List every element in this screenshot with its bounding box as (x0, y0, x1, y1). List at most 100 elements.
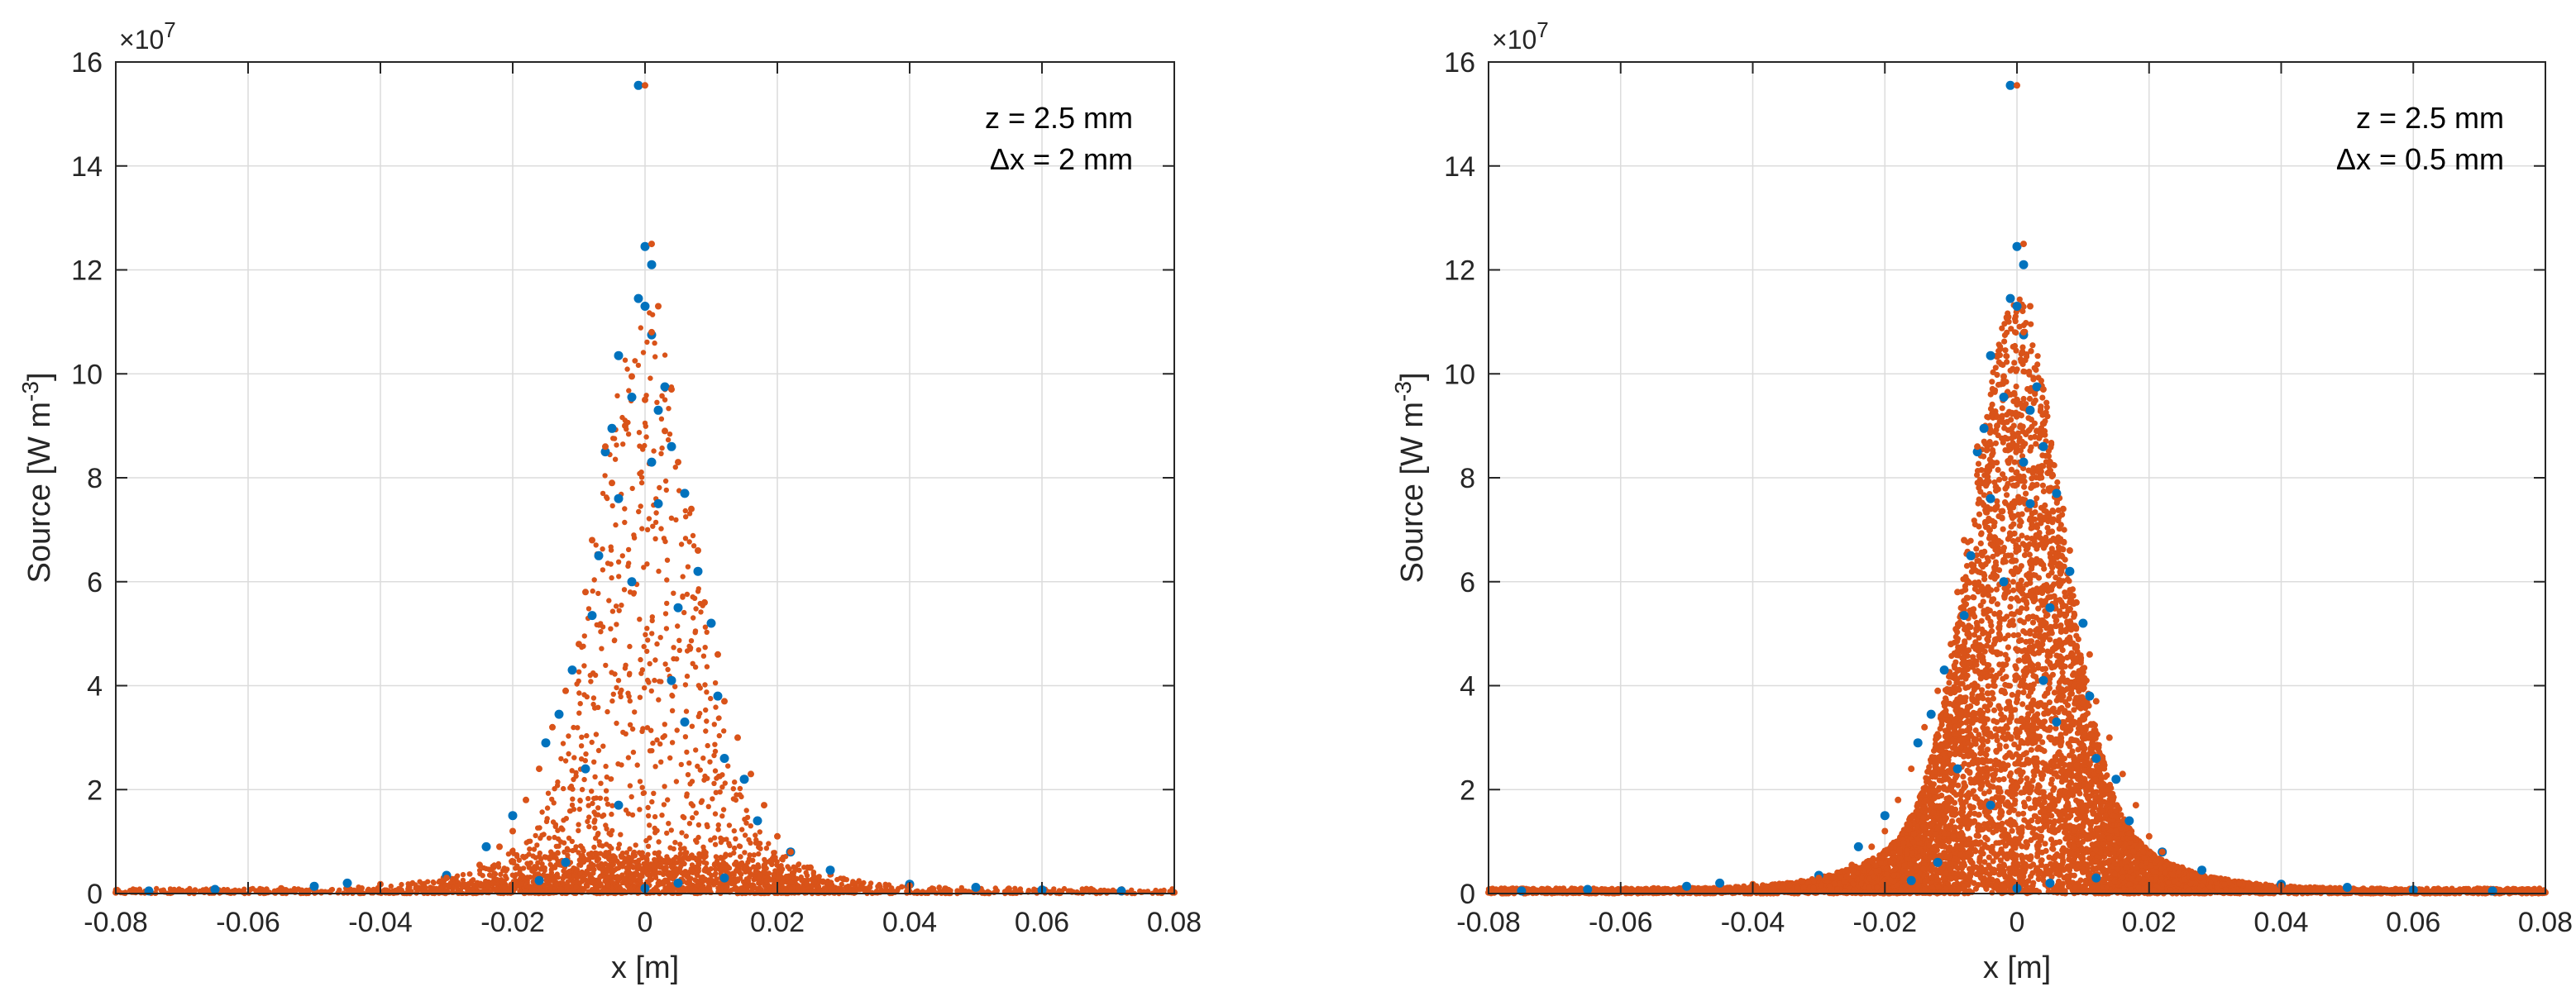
data-point (525, 883, 532, 889)
data-point (414, 885, 421, 891)
data-point (637, 694, 643, 700)
data-point (470, 882, 476, 888)
data-point (533, 832, 538, 839)
data-point (629, 485, 635, 492)
data-point (534, 875, 544, 885)
data-point (423, 884, 428, 891)
data-point (496, 843, 503, 851)
data-point (650, 523, 656, 529)
data-point (571, 755, 577, 760)
data-point (692, 664, 699, 670)
data-point (581, 633, 587, 639)
data-point (653, 857, 659, 864)
chart-panel-1: -0.08 -0.06 -0.04 -0.02 0 0.02 0.04 0.06 0.08024… (17, 17, 1202, 985)
data-point (761, 869, 767, 875)
data-point (686, 511, 693, 517)
data-point (388, 883, 394, 889)
data-point (667, 441, 676, 451)
data-point (446, 884, 452, 890)
data-point (651, 790, 657, 796)
data-point (520, 874, 526, 879)
data-point (732, 779, 738, 785)
data-point (713, 866, 719, 872)
data-point (590, 670, 596, 676)
data-point (136, 887, 143, 894)
data-point (1970, 804, 1976, 811)
data-point (648, 688, 654, 694)
data-point (1153, 887, 1159, 894)
data-point (589, 536, 595, 544)
data-point (581, 848, 586, 854)
data-point (708, 837, 714, 843)
data-point (616, 574, 622, 579)
data-point (573, 884, 580, 890)
data-point (531, 846, 538, 852)
y-multiplier: ×107 (119, 17, 176, 55)
data-point (462, 881, 468, 888)
data-point (625, 563, 631, 570)
data-point (609, 803, 615, 808)
data-point (509, 848, 515, 854)
data-point (566, 751, 571, 757)
data-point (534, 842, 540, 848)
data-point (705, 870, 712, 876)
data-point (762, 861, 768, 868)
data-point (637, 874, 643, 880)
data-point (682, 508, 688, 514)
data-point (656, 568, 662, 574)
data-point (766, 841, 772, 846)
data-point (715, 827, 721, 832)
data-point (637, 617, 643, 622)
data-point (677, 851, 683, 857)
data-point (712, 680, 719, 686)
data-point (630, 749, 637, 756)
data-point (705, 803, 711, 809)
data-point (715, 715, 722, 722)
data-point (494, 885, 500, 892)
data-point (589, 789, 595, 794)
data-point (660, 871, 667, 878)
data-point (560, 741, 566, 746)
data-point (673, 878, 683, 888)
data-point (517, 889, 523, 894)
data-point (606, 598, 612, 603)
data-point (666, 406, 671, 412)
data-point (657, 856, 664, 862)
data-point (591, 844, 597, 851)
data-point (663, 626, 670, 632)
data-point (641, 565, 647, 570)
data-point (595, 863, 601, 869)
data-point (737, 785, 743, 792)
data-point (635, 886, 641, 892)
data-point (612, 671, 618, 677)
data-point (820, 887, 825, 894)
data-point (603, 662, 609, 669)
data-point (701, 598, 708, 606)
data-point (692, 886, 699, 893)
data-point (615, 559, 622, 565)
data-point (674, 727, 680, 733)
data-point (638, 503, 643, 509)
data-point (679, 830, 685, 836)
data-point (604, 841, 609, 847)
data-point (562, 849, 567, 856)
data-point (616, 876, 622, 883)
data-point (588, 679, 594, 684)
data-point (547, 861, 553, 868)
data-point (567, 808, 573, 814)
data-point (604, 851, 609, 857)
data-point (684, 794, 690, 799)
data-point (692, 628, 699, 634)
data-point (639, 526, 645, 531)
data-point (605, 867, 610, 874)
data-point (652, 764, 658, 770)
x-tick-label: -0.08 (84, 907, 148, 938)
data-point (712, 741, 718, 747)
data-point (790, 871, 796, 878)
data-point (554, 783, 561, 789)
data-point (673, 603, 683, 613)
data-point (295, 886, 302, 893)
data-point (651, 448, 657, 454)
data-point (677, 846, 684, 852)
